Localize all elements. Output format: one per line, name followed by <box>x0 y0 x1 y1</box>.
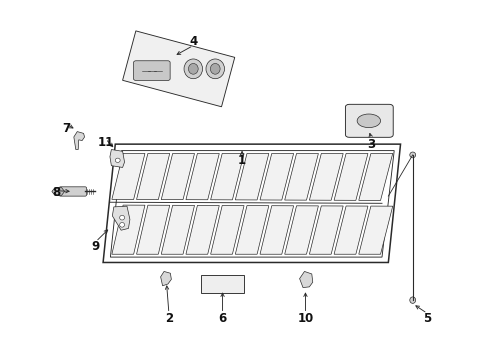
Polygon shape <box>358 153 392 201</box>
FancyBboxPatch shape <box>133 61 170 81</box>
Ellipse shape <box>183 59 202 79</box>
Text: 1: 1 <box>238 154 245 167</box>
Polygon shape <box>309 206 343 254</box>
Polygon shape <box>112 206 130 230</box>
Polygon shape <box>122 31 234 107</box>
Polygon shape <box>185 206 219 254</box>
Polygon shape <box>284 153 318 200</box>
Polygon shape <box>112 205 144 254</box>
Text: 3: 3 <box>366 138 375 150</box>
Polygon shape <box>74 132 84 149</box>
Ellipse shape <box>120 215 124 220</box>
Polygon shape <box>52 188 64 195</box>
Polygon shape <box>161 205 194 254</box>
Polygon shape <box>284 206 318 254</box>
Ellipse shape <box>409 297 415 303</box>
Ellipse shape <box>409 152 415 158</box>
Polygon shape <box>299 271 312 288</box>
Ellipse shape <box>205 59 224 79</box>
Text: 7: 7 <box>62 122 70 135</box>
Text: 6: 6 <box>218 311 226 325</box>
Polygon shape <box>235 206 268 254</box>
Polygon shape <box>333 153 367 200</box>
Polygon shape <box>160 271 171 286</box>
Text: 4: 4 <box>189 35 197 49</box>
Polygon shape <box>112 153 144 199</box>
Polygon shape <box>260 206 293 254</box>
Polygon shape <box>235 153 268 200</box>
Ellipse shape <box>115 158 120 162</box>
Polygon shape <box>136 153 169 199</box>
Polygon shape <box>333 206 367 254</box>
Ellipse shape <box>120 222 124 227</box>
FancyBboxPatch shape <box>345 104 392 137</box>
Text: 2: 2 <box>164 311 173 325</box>
Polygon shape <box>210 153 244 200</box>
Polygon shape <box>161 153 194 200</box>
FancyBboxPatch shape <box>200 275 244 293</box>
Polygon shape <box>358 206 392 254</box>
Ellipse shape <box>188 63 198 74</box>
Polygon shape <box>210 206 244 254</box>
Polygon shape <box>309 153 343 200</box>
Polygon shape <box>136 205 169 254</box>
Text: 10: 10 <box>297 311 313 325</box>
Polygon shape <box>185 153 219 200</box>
Text: 8: 8 <box>53 186 61 199</box>
Text: 11: 11 <box>97 136 113 149</box>
Ellipse shape <box>210 63 220 74</box>
Polygon shape <box>260 153 293 200</box>
FancyBboxPatch shape <box>59 187 86 196</box>
Text: 5: 5 <box>422 311 430 325</box>
Polygon shape <box>110 149 124 167</box>
Text: 9: 9 <box>91 240 100 253</box>
Ellipse shape <box>356 114 380 128</box>
